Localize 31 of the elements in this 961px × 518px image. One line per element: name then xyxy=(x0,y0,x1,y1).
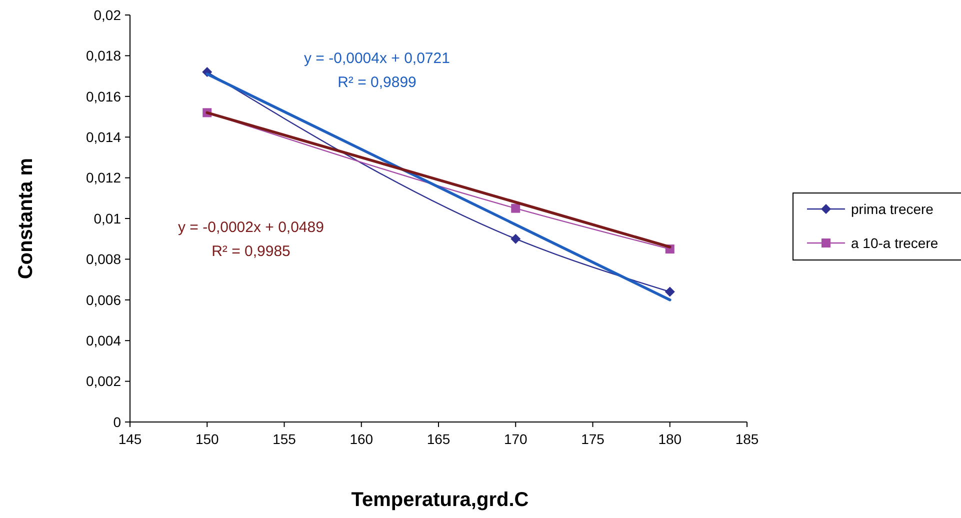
y-tick-label: 0,014 xyxy=(86,129,122,145)
y-tick-label: 0,004 xyxy=(86,332,122,348)
y-tick-label: 0,016 xyxy=(86,88,122,104)
legend-label: a 10-a trecere xyxy=(851,234,938,251)
y-tick-label: 0,012 xyxy=(86,170,122,186)
x-tick-label: 175 xyxy=(581,431,605,447)
x-axis-title: Temperatura,grd.C xyxy=(351,489,529,511)
y-tick-label: 0,006 xyxy=(86,292,122,308)
x-tick-label: 165 xyxy=(426,431,450,447)
x-tick-label: 180 xyxy=(658,431,682,447)
y-tick-label: 0,02 xyxy=(94,6,122,23)
annotation: R² = 0,9899 xyxy=(338,74,416,91)
x-tick-label: 155 xyxy=(272,431,296,447)
x-tick-label: 150 xyxy=(195,431,220,447)
point xyxy=(664,286,675,297)
x-tick-label: 170 xyxy=(504,431,528,447)
y-tick-label: 0 xyxy=(113,414,122,430)
y-tick-label: 0,008 xyxy=(86,251,122,268)
y-tick-label: 0,018 xyxy=(86,48,122,64)
y-axis-title: Constanta m xyxy=(15,158,37,280)
annotation: y = -0,0002x + 0,0489 xyxy=(178,219,324,236)
annotation: y = -0,0004x + 0,0721 xyxy=(304,50,450,67)
x-tick-label: 145 xyxy=(118,431,142,447)
x-tick-label: 185 xyxy=(735,431,759,447)
y-tick-label: 0,01 xyxy=(94,210,122,226)
x-tick-label: 160 xyxy=(350,431,374,447)
point xyxy=(511,204,520,213)
legend-label: prima trecere xyxy=(851,200,934,217)
y-tick-label: 0,002 xyxy=(86,373,122,390)
point xyxy=(510,234,521,244)
annotation: R² = 0,9985 xyxy=(212,243,290,260)
